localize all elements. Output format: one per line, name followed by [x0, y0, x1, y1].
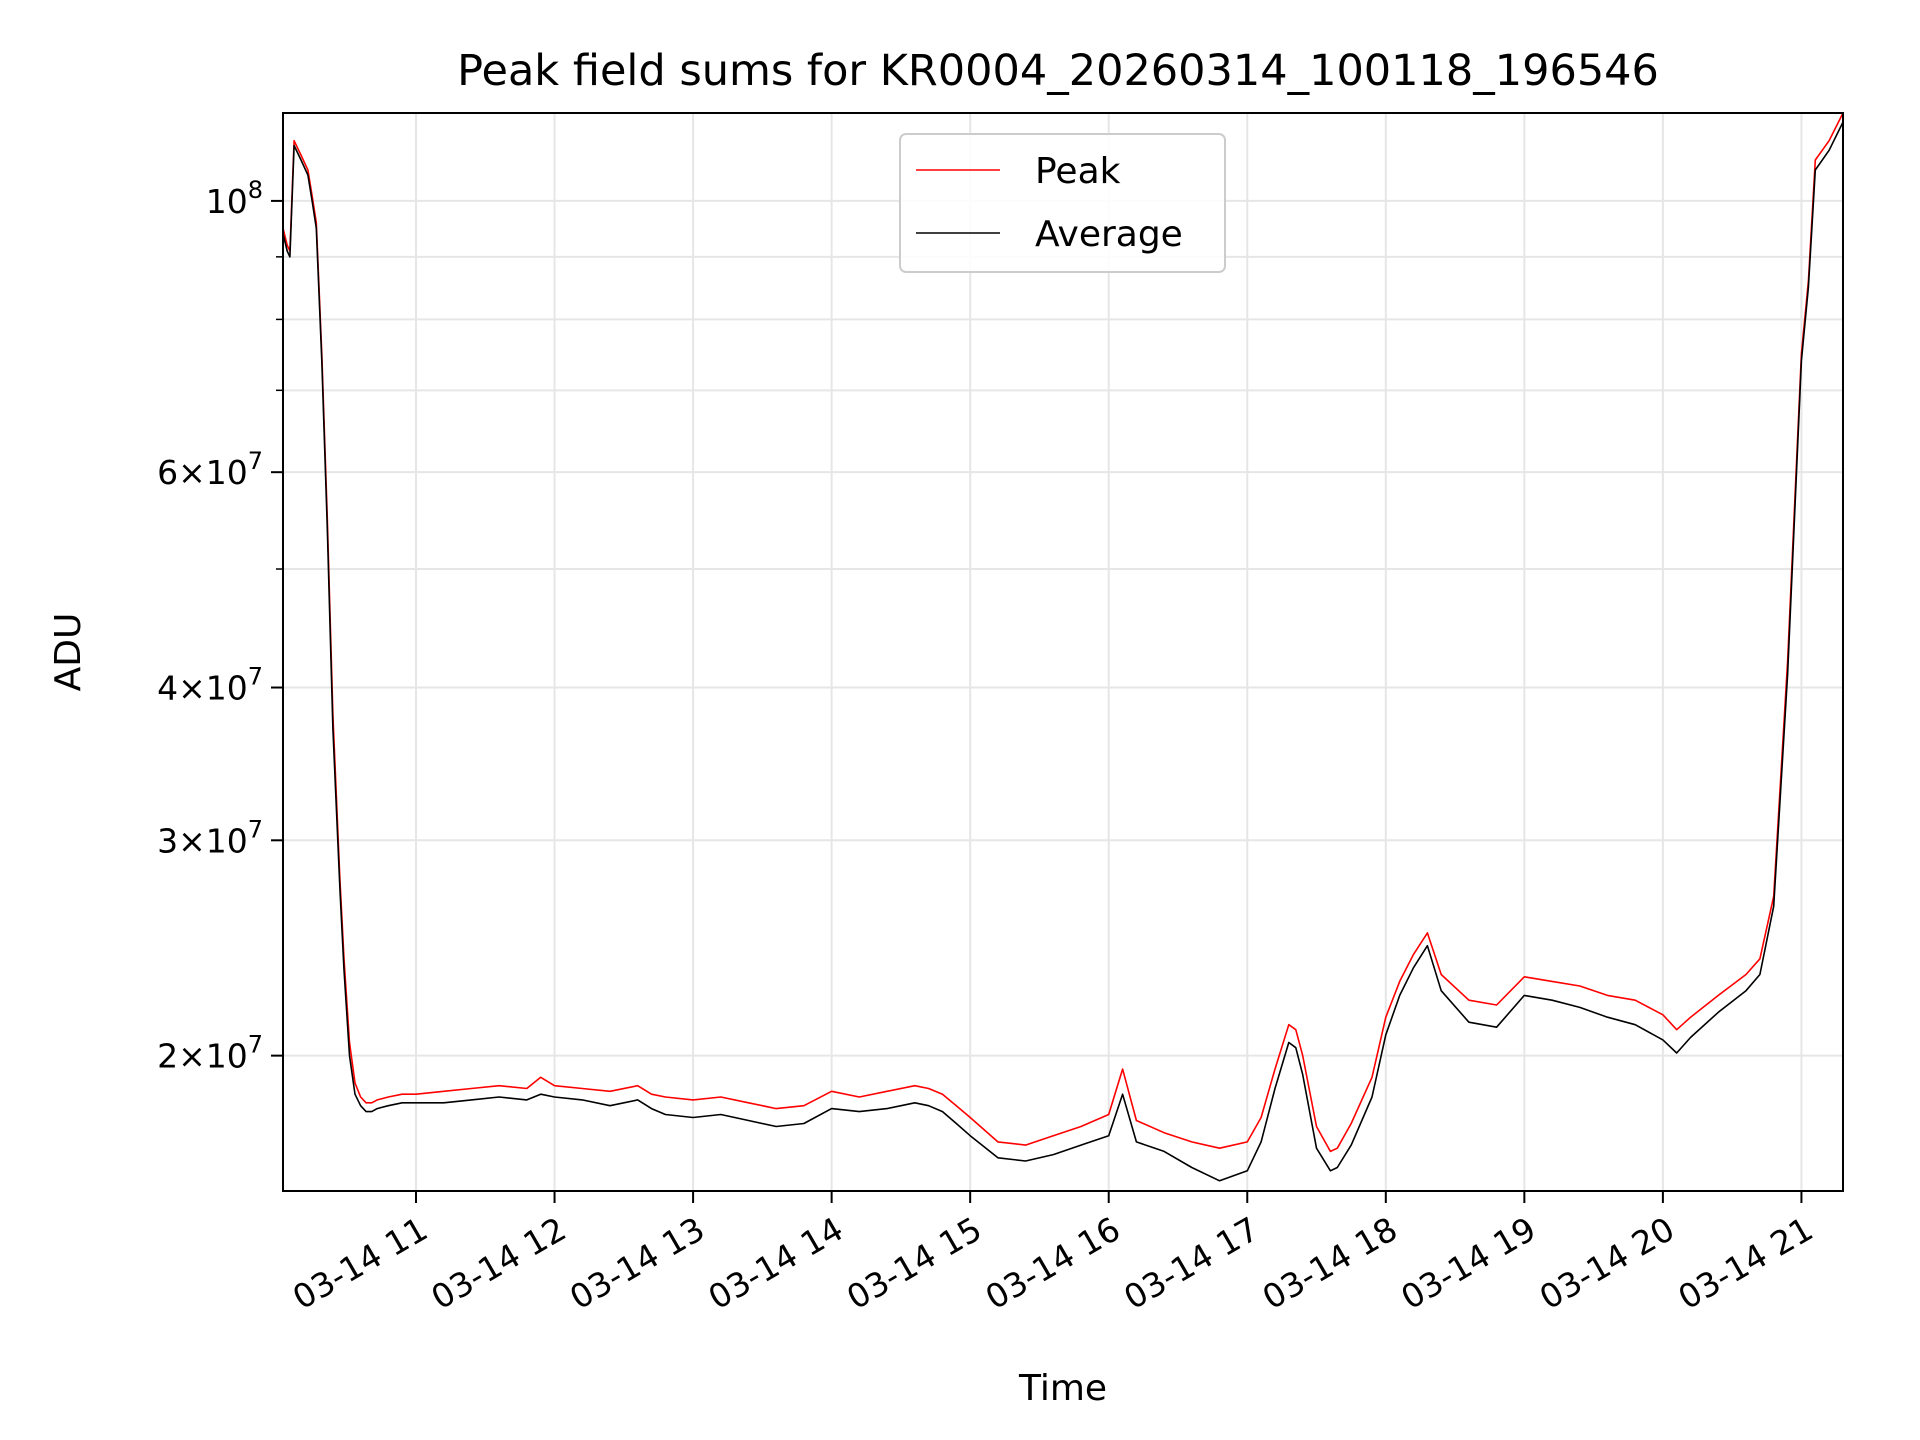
legend-label-average: Average	[1035, 214, 1183, 255]
plot-frame	[282, 112, 1844, 1192]
series-line-peak	[282, 112, 1844, 1153]
y-tick-label: 6×107	[157, 447, 263, 492]
y-tick-label: 2×107	[157, 1031, 263, 1076]
legend-box	[899, 133, 1226, 273]
y-tick-label: 3×107	[157, 815, 263, 860]
x-axis-label: Time	[1018, 1368, 1107, 1409]
chart-title: Peak field sums for KR0004_20260314_1001…	[457, 46, 1659, 96]
legend: Peak Average	[899, 133, 1226, 273]
legend-label-peak: Peak	[1035, 151, 1121, 192]
y-tick-label: 108	[206, 176, 263, 221]
series-layer	[282, 112, 1844, 1182]
y-axis-ticks: 2×107 3×107 4×107 6×107 108	[157, 176, 283, 1076]
y-axis-label: ADU	[48, 613, 89, 692]
y-tick-label: 4×107	[157, 663, 263, 708]
series-line-average	[282, 121, 1844, 1182]
